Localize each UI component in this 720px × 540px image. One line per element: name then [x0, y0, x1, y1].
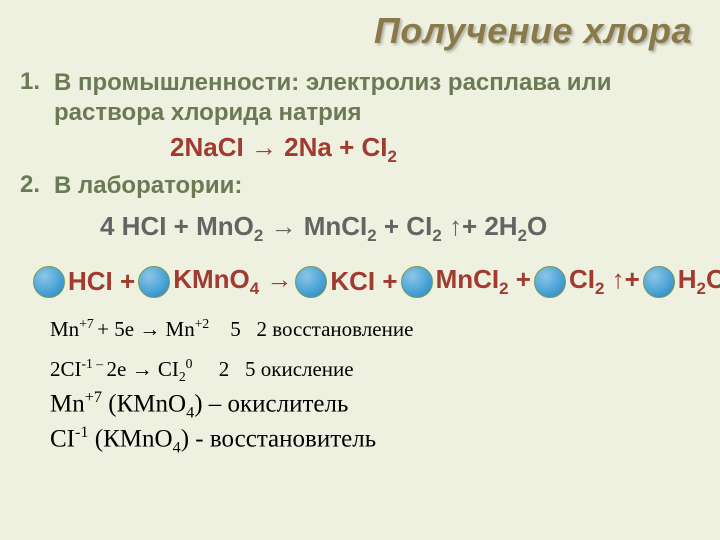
coef-bubble-2: [138, 266, 170, 298]
half-row-2: 2CI-1 – 2е → CI20 2 5 окисление: [50, 356, 700, 385]
slide-body: 1. В промышленности: электролиз расплава…: [20, 68, 700, 458]
list-number-1: 1.: [20, 68, 54, 96]
oxidizer-line: Mn+7 (КMnO4) – окислитель: [50, 387, 700, 423]
list-item-1: 1. В промышленности: электролиз расплава…: [20, 68, 700, 128]
coef-bubble-1: [33, 266, 65, 298]
eq3-part-6: H2O: [678, 264, 720, 299]
reducer-line: CI-1 (КMnO4) - восстановитель: [50, 422, 700, 458]
list-item-2: 2. В лаборатории:: [20, 171, 700, 201]
eq3-part-2: KMnO4 →: [173, 264, 292, 299]
slide-title: Получение хлора: [374, 10, 692, 52]
list-number-2: 2.: [20, 171, 54, 199]
eq3-part-1: HCI +: [68, 266, 135, 297]
coef-bubble-3: [295, 266, 327, 298]
eq3-part-4: MnCI2 +: [436, 264, 531, 299]
eq3-part-5: CI2 ↑+: [569, 264, 640, 299]
equation-mno2: 4 HCI + MnO2 → MnCI2 + CI2 ↑+ 2H2O: [100, 211, 700, 246]
coef-bubble-5: [534, 266, 566, 298]
half-reactions: Mn+7 + 5е → Mn+2 5 2 восстановление 2CI-…: [50, 316, 700, 458]
equation-electrolysis: 2NaCI → 2Na + CI2: [170, 132, 700, 167]
coef-bubble-4: [401, 266, 433, 298]
coef-bubble-6: [643, 266, 675, 298]
slide: Получение хлора 1. В промышленности: эле…: [0, 0, 720, 540]
list-text-1: В промышленности: электролиз расплава ил…: [54, 68, 700, 128]
list-text-2: В лаборатории:: [54, 171, 242, 201]
half-row-1: Mn+7 + 5е → Mn+2 5 2 восстановление: [50, 316, 700, 342]
equation-kmno4: HCI + KMnO4 → KCI + MnCI2 + CI2 ↑+ H2O: [30, 264, 700, 299]
eq3-part-3: KCI +: [330, 266, 397, 297]
